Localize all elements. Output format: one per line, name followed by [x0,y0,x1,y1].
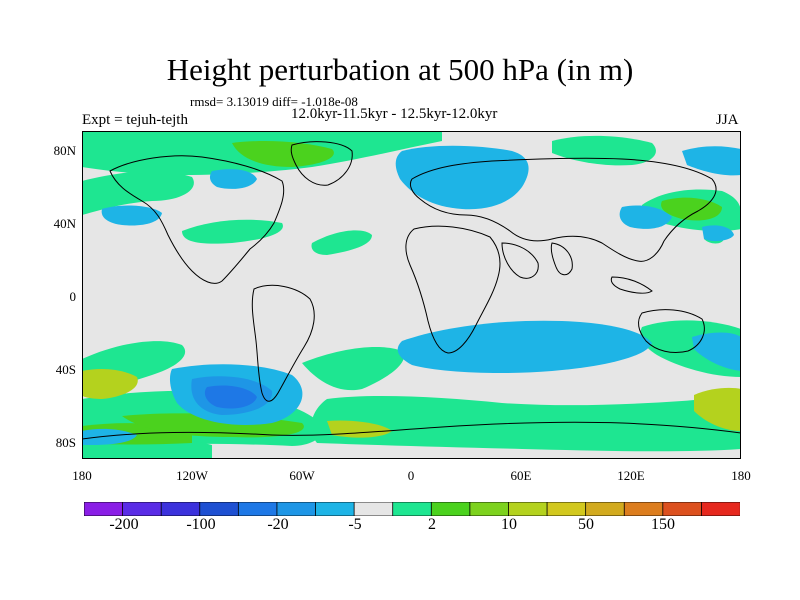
lon-label-180e: 180 [731,468,751,483]
colorbar-label: -20 [267,516,289,533]
lon-label-120w: 120W [176,468,208,483]
colorbar-swatch [546,502,587,516]
colorbar-label: -5 [348,516,362,533]
colorbar-swatch [84,502,124,516]
chart-title: Height perturbation at 500 hPa (in m) [166,52,634,87]
colorbar-label: 2 [428,516,436,533]
lat-label-40n: 40N [53,216,76,231]
colorbar-label: 50 [578,516,594,533]
colorbar-label: -200 [109,516,139,533]
colorbar-swatch [662,502,703,516]
colorbar-swatch [199,502,240,516]
lon-label-60e: 60E [510,468,532,483]
colorbar-swatch [392,502,432,516]
colorbar-swatch [430,502,471,516]
colorbar-swatch [237,502,278,516]
colorbar-swatch [701,502,740,516]
colorbar-swatch [623,502,664,516]
colorbar-label: -100 [186,516,216,533]
map-frame [82,131,741,459]
lon-label-0: 0 [407,468,415,483]
colorbar-label: 150 [651,516,675,533]
contour-fields [82,131,741,459]
colorbar-swatch [469,502,510,516]
stats-text: rmsd= 3.13019 diff= -1.018e-08 [190,94,358,109]
coastlines [82,141,741,440]
colorbar-label: 10 [501,516,517,533]
colorbar-swatch [585,502,625,516]
lon-label-180w: 180 [72,468,92,483]
colorbar-swatch [353,502,394,516]
lat-label-40s: 40S [55,362,76,377]
colorbar [84,502,740,516]
world-map [82,131,741,459]
lon-label-120e: 120E [617,468,645,483]
lat-label-equator: 0 [69,289,77,304]
lat-label-80n: 80N [53,143,76,158]
colorbar-swatch [508,502,548,516]
experiment-label: Expt = tejuh-tejth [82,112,188,128]
season-label: JJA [716,112,739,128]
colorbar-swatch [160,502,201,516]
lat-label-80s: 80S [55,435,76,450]
period-label: 12.0kyr-11.5kyr - 12.5kyr-12.0kyr [291,106,498,122]
colorbar-swatch [315,502,355,516]
colorbar-swatch [122,502,162,516]
lon-label-60w: 60W [289,468,315,483]
colorbar-swatch [276,502,317,516]
